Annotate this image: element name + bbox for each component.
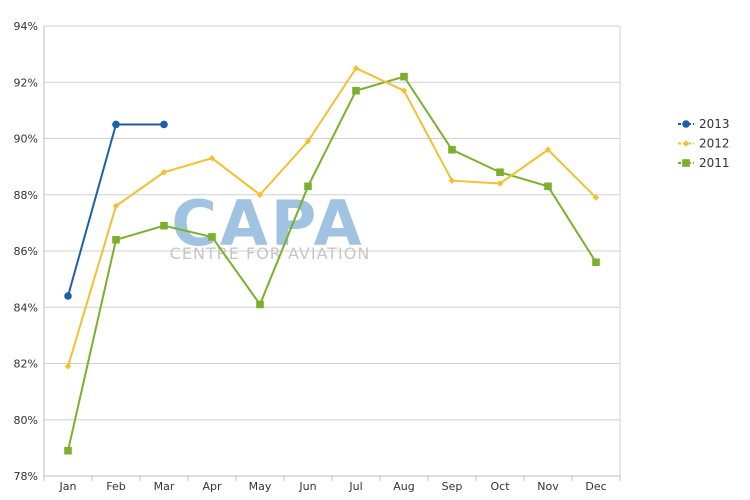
data-point-2013	[112, 120, 120, 129]
y-tick-label: 84%	[14, 301, 38, 314]
data-point-2011	[448, 145, 456, 154]
y-tick-label: 86%	[14, 245, 38, 258]
legend-item-2012[interactable]: 2012	[678, 137, 730, 151]
x-tick-label: Jun	[298, 480, 316, 493]
capa-watermark: CAPA CENTRE FOR AVIATION	[170, 187, 371, 263]
data-point-2012	[352, 64, 360, 72]
x-tick-label: Mar	[154, 480, 175, 493]
watermark-main-text: CAPA	[171, 187, 364, 260]
series-2012	[64, 64, 600, 370]
x-tick-label: Sep	[442, 480, 463, 493]
axis-layer: 78% 80% 82% 84% 86% 88% 90% 92% 94% Jan Feb Mar Apr M…	[14, 20, 621, 493]
data-point-2011	[160, 221, 168, 230]
legend-item-2013[interactable]: 2013	[678, 117, 730, 131]
data-point-2012	[256, 191, 264, 198]
series-line-2011	[67, 75, 597, 451]
y-tick-label: 80%	[14, 414, 38, 427]
x-tick-label: Dec	[585, 480, 606, 493]
x-tick-label: Oct	[490, 480, 510, 493]
data-point-2012	[160, 169, 168, 176]
data-point-2012	[400, 87, 408, 94]
data-point-2012	[496, 180, 504, 187]
series-2013	[64, 120, 168, 300]
legend-swatch-marker	[682, 159, 690, 167]
y-tick-label: 82%	[14, 358, 38, 371]
series-line-2013	[67, 123, 164, 297]
x-tick-label: May	[249, 480, 272, 493]
data-point-2012	[304, 138, 312, 145]
data-point-2013	[64, 292, 72, 300]
data-point-2011	[352, 86, 360, 95]
data-point-2011	[256, 300, 264, 309]
x-tick-label: Jul	[348, 480, 362, 493]
data-point-2012	[64, 363, 72, 370]
x-tick-label: Jan	[59, 480, 77, 493]
grid-layer	[44, 25, 620, 477]
legend-item-2011[interactable]: 2011	[678, 156, 730, 170]
data-point-2012	[592, 194, 600, 201]
legend-label: 2012	[699, 137, 730, 151]
legend-swatch-marker	[682, 140, 690, 147]
data-point-2011	[544, 182, 552, 191]
y-tick-label: 94%	[14, 20, 38, 33]
y-tick-label: 78%	[14, 470, 38, 483]
legend-swatch-marker	[682, 120, 690, 128]
x-tick-label: Feb	[106, 480, 125, 493]
data-point-2011	[208, 233, 216, 241]
series-2011	[64, 72, 600, 455]
data-point-2011	[112, 235, 120, 244]
data-point-2013	[160, 120, 168, 129]
y-tick-label: 92%	[14, 76, 38, 89]
series-layer	[64, 64, 600, 455]
x-tick-label: Aug	[393, 480, 414, 493]
legend: 2013 2012 2011	[678, 117, 730, 170]
data-point-2011	[400, 72, 408, 81]
data-point-2012	[112, 202, 120, 210]
x-tick-label: Nov	[537, 480, 559, 493]
data-point-2011	[64, 446, 72, 455]
legend-label: 2013	[699, 117, 730, 131]
watermark-sub-text: CENTRE FOR AVIATION	[170, 244, 371, 263]
data-point-2012	[448, 177, 456, 184]
data-point-2011	[496, 168, 504, 177]
data-point-2012	[208, 154, 216, 162]
data-point-2012	[544, 146, 552, 153]
x-tick-label: Apr	[202, 480, 222, 493]
series-line-2012	[67, 67, 597, 367]
legend-label: 2011	[699, 156, 730, 170]
y-tick-label: 90%	[14, 133, 38, 146]
data-point-2011	[592, 258, 600, 267]
data-point-2011	[304, 182, 312, 191]
y-tick-label: 88%	[14, 189, 38, 202]
